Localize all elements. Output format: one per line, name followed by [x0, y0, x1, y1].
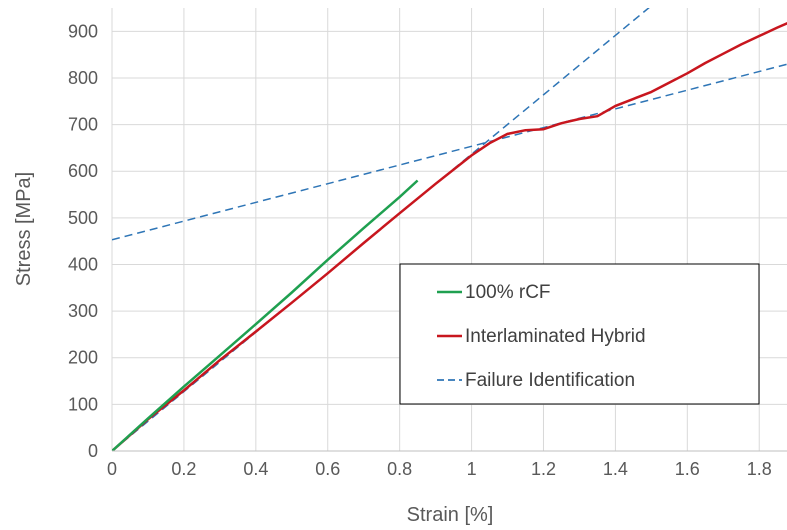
- legend-label-failure-identification: Failure Identification: [465, 370, 635, 391]
- x-tick-label: 0.8: [387, 459, 412, 479]
- x-tick-label: 1.2: [531, 459, 556, 479]
- x-tick-label: 1.4: [603, 459, 628, 479]
- y-tick-label: 100: [68, 394, 98, 414]
- x-tick-label: 1: [467, 459, 477, 479]
- x-tick-label: 0.6: [315, 459, 340, 479]
- y-tick-label: 400: [68, 254, 98, 274]
- y-tick-label: 700: [68, 115, 98, 135]
- x-tick-label: 0.2: [171, 459, 196, 479]
- legend: 100% rCF Interlaminated Hybrid Failure I…: [399, 263, 760, 405]
- plot-series: [112, 8, 787, 451]
- x-tick-label: 1.8: [747, 459, 772, 479]
- y-tick-label: 800: [68, 68, 98, 88]
- x-axis-title: Strain [%]: [407, 504, 494, 526]
- legend-label-interlaminated-hybrid: Interlaminated Hybrid: [465, 326, 646, 347]
- x-tick-label: 0.4: [243, 459, 268, 479]
- axes: 0 0.2 0.4 0.6 0.8 1 1.2 1.4 1.6 1.8 0 100 200 300 400 5…: [68, 21, 787, 479]
- series-line-interlaminated-hybrid: [112, 21, 787, 451]
- series-line-100-rcf: [112, 179, 419, 451]
- y-tick-label: 300: [68, 301, 98, 321]
- legend-label-100-rcf: 100% rCF: [465, 282, 551, 303]
- y-axis-title: Stress [MPa]: [13, 172, 35, 286]
- y-tick-label: 500: [68, 208, 98, 228]
- y-tick-label: 200: [68, 348, 98, 368]
- y-tick-label: 600: [68, 161, 98, 181]
- y-tick-label: 0: [88, 441, 98, 461]
- x-tick-label: 1.6: [675, 459, 700, 479]
- x-tick-label: 0: [107, 459, 117, 479]
- y-tick-label: 900: [68, 21, 98, 41]
